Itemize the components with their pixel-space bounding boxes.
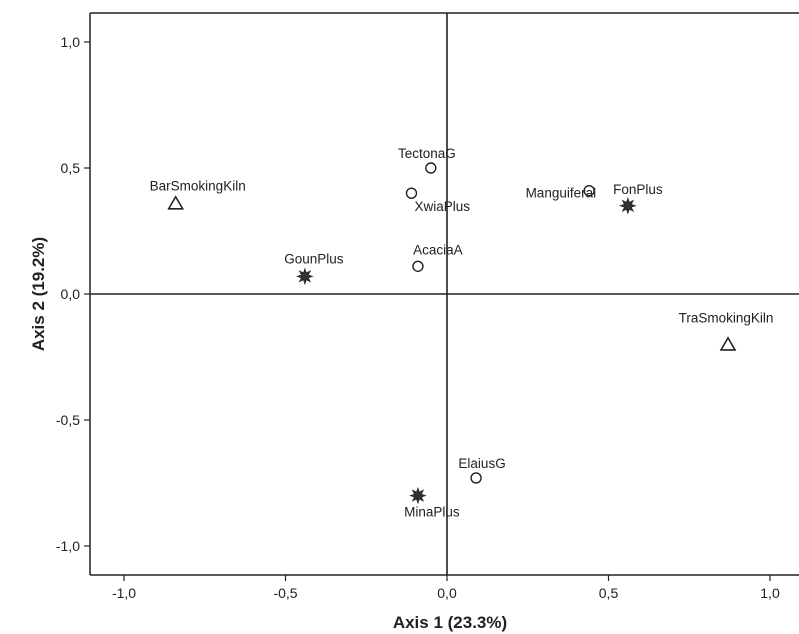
star-marker (409, 486, 427, 505)
circle-marker (412, 260, 424, 272)
x-tick-label: -1,0 (112, 585, 136, 601)
y-tick-label: 0,5 (61, 160, 81, 176)
axis-ticks: -1,0 -0,5 0,0 0,5 1,0 1,0 0,5 0,0 -0,5 -1,0 (56, 34, 780, 601)
circle-marker (583, 184, 595, 197)
point-label: XwiaPlus (414, 199, 470, 214)
triangle-marker (167, 195, 185, 210)
circle-marker (405, 187, 418, 199)
y-tick-label: 1,0 (61, 34, 81, 50)
y-tick-label: -1,0 (56, 538, 80, 554)
star-marker (296, 267, 314, 286)
y-tick-label: -0,5 (56, 412, 80, 428)
x-tick-label: 0,5 (599, 585, 619, 601)
x-axis-title: Axis 1 (23.3%) (393, 613, 507, 632)
point-label: BarSmokingKiln (150, 178, 246, 193)
point-label: ElaiusG (458, 456, 505, 471)
data-points: BarSmokingKiln TraSmokingKiln TectonaG Xwia… (150, 146, 774, 520)
x-tick-label: -0,5 (273, 585, 297, 601)
star-marker (619, 197, 637, 215)
circle-marker (425, 162, 437, 174)
point-label: MinaPlus (404, 505, 460, 520)
triangle-marker (719, 336, 737, 351)
circle-marker (470, 472, 482, 484)
point-label: GounPlus (284, 251, 344, 266)
reference-lines (90, 13, 799, 575)
point-label: Manguiferal (526, 186, 597, 201)
point-label: FonPlus (613, 182, 663, 197)
y-axis-title: Axis 2 (19.2%) (29, 237, 48, 351)
x-tick-label: 1,0 (760, 585, 780, 601)
x-tick-label: 0,0 (437, 585, 457, 601)
point-label: AcaciaA (413, 242, 463, 257)
y-tick-label: 0,0 (61, 286, 81, 302)
point-label: TectonaG (398, 146, 456, 161)
point-label: TraSmokingKiln (679, 310, 774, 325)
